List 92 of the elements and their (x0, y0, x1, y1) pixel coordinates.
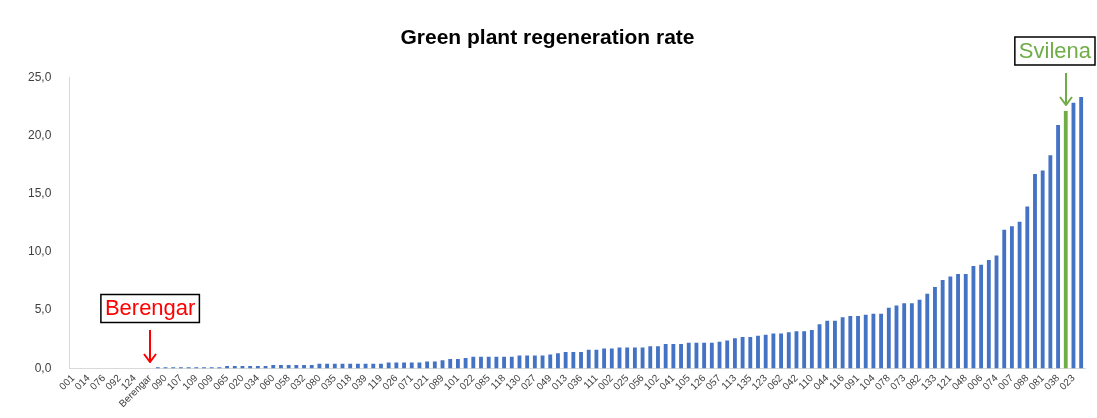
bar (663, 343, 668, 369)
bar (686, 342, 691, 369)
bar (1017, 221, 1022, 369)
bar (609, 348, 614, 369)
bar (925, 293, 930, 369)
annotation: Berengar (104, 295, 196, 321)
y-tick-label: 0,0 (34, 360, 52, 375)
bar (471, 356, 476, 369)
bar (579, 352, 583, 369)
bar (756, 335, 760, 369)
bar (432, 361, 437, 369)
bar (979, 264, 984, 369)
bar (1009, 226, 1014, 369)
bar (709, 342, 714, 369)
bar (986, 260, 991, 369)
bar (309, 364, 314, 369)
bar (1048, 155, 1053, 369)
bar (1063, 110, 1068, 369)
bar (956, 274, 960, 369)
bar (556, 353, 560, 369)
bar (286, 364, 291, 369)
bar (771, 333, 776, 369)
bar (779, 333, 783, 369)
bar (802, 331, 807, 369)
bar (871, 313, 876, 369)
bar (763, 334, 768, 369)
bar (1002, 229, 1007, 369)
bar (879, 313, 884, 369)
bar (525, 355, 530, 369)
bar (1079, 97, 1084, 369)
bar (302, 364, 306, 369)
bar (402, 362, 406, 369)
bar (386, 362, 391, 369)
bar (509, 356, 514, 369)
bar (1040, 170, 1045, 369)
bar (809, 329, 814, 369)
chart-title: Green plant regeneration rate (400, 25, 695, 49)
bar (825, 320, 830, 369)
bar (940, 279, 945, 369)
bar (502, 356, 507, 369)
bar (602, 348, 607, 369)
bar (963, 274, 968, 369)
bar (840, 317, 845, 369)
bar (748, 336, 753, 369)
bar (571, 352, 576, 369)
bar (1033, 173, 1037, 369)
y-tick-label: 25,0 (28, 69, 52, 84)
bar (886, 307, 891, 369)
bar (702, 342, 707, 369)
bar (648, 346, 653, 369)
y-tick-label: 20,0 (28, 127, 52, 142)
bar (563, 352, 568, 369)
bar (786, 332, 791, 369)
bar (848, 316, 853, 369)
bar (532, 355, 537, 369)
bar (1056, 124, 1060, 369)
bar (732, 338, 737, 369)
bar (279, 364, 283, 369)
bar (494, 356, 499, 369)
bar (409, 362, 414, 369)
bar (740, 336, 745, 369)
bar (671, 343, 676, 369)
bar (479, 356, 483, 369)
bar (425, 361, 430, 369)
bar (486, 356, 491, 369)
bar (455, 359, 460, 369)
y-tick-label: 10,0 (28, 244, 52, 259)
bar (909, 303, 914, 369)
y-tick-label: 15,0 (28, 186, 52, 200)
y-tick-label: 5,0 (34, 302, 52, 317)
bar (271, 364, 276, 369)
bar (725, 340, 730, 369)
bar (948, 276, 953, 369)
bar (548, 354, 553, 369)
bar (448, 359, 453, 369)
bar (679, 343, 683, 369)
bar (933, 286, 937, 369)
bar (632, 347, 637, 369)
bar (586, 349, 591, 369)
bar (463, 357, 468, 369)
text: Svilena (1018, 38, 1092, 64)
bar (1025, 206, 1030, 369)
bar (656, 346, 660, 369)
bar (833, 320, 837, 369)
bar (640, 347, 645, 369)
bar (625, 347, 630, 369)
bar (594, 349, 599, 369)
bar (902, 303, 907, 369)
bar (394, 362, 399, 369)
bar (856, 316, 860, 369)
bar (294, 364, 299, 369)
bar (863, 314, 868, 369)
